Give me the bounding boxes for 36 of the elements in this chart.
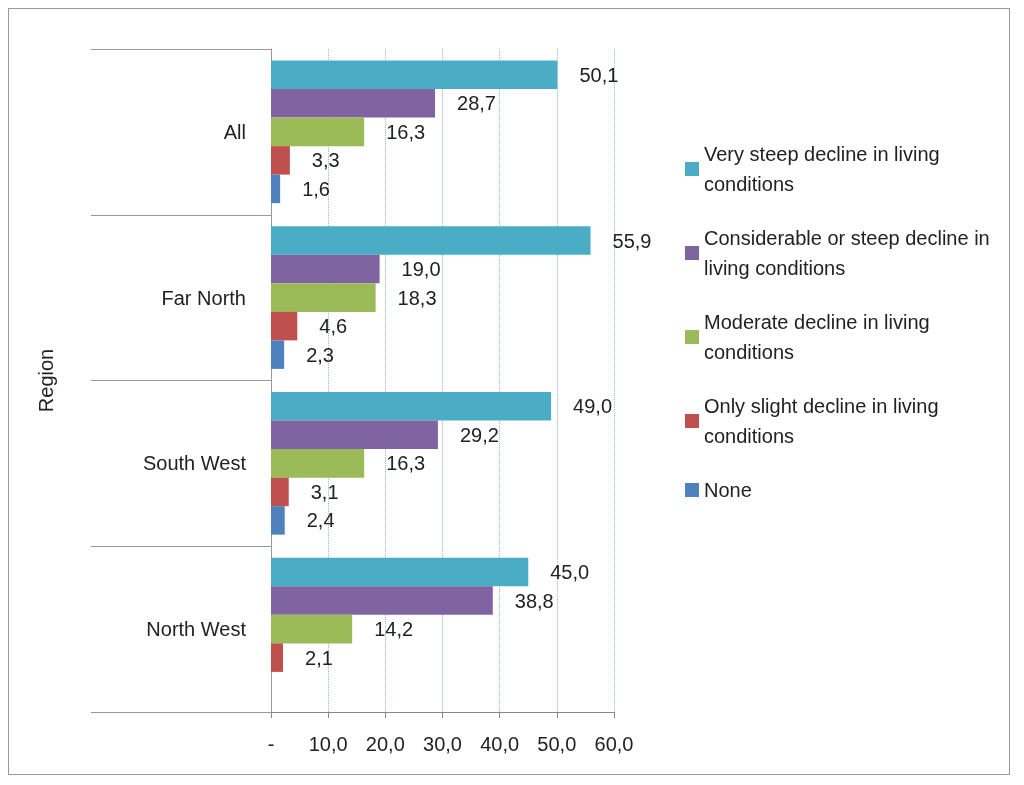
data-label: 50,1 bbox=[579, 63, 619, 86]
legend-label: Considerable or steep decline in living conditions bbox=[704, 227, 996, 279]
x-tick-label: 30,0 bbox=[423, 733, 462, 755]
data-label: 4,6 bbox=[319, 315, 348, 338]
y-tick-label: All bbox=[223, 120, 246, 143]
data-label: 19,0 bbox=[401, 258, 441, 281]
y-tick-label: Far North bbox=[161, 286, 246, 309]
data-label: 1,6 bbox=[302, 177, 330, 200]
data-label: 2,3 bbox=[306, 343, 334, 366]
data-label: 3,1 bbox=[310, 480, 339, 503]
x-tick-label: 60,0 bbox=[594, 733, 634, 755]
x-tick-label: 50,0 bbox=[537, 733, 577, 755]
x-tick-label: 40,0 bbox=[480, 733, 520, 755]
data-label: 18,3 bbox=[397, 286, 437, 309]
x-tick-label: 20,0 bbox=[365, 733, 405, 755]
data-label: 2,1 bbox=[305, 646, 333, 669]
data-label: 3,3 bbox=[311, 149, 340, 172]
legend-label: None bbox=[704, 479, 752, 501]
x-tick-label: 10,0 bbox=[308, 733, 348, 755]
data-label: 28,7 bbox=[457, 92, 497, 115]
data-label: 49,0 bbox=[573, 395, 613, 418]
y-axis-title: Region bbox=[35, 348, 57, 413]
y-tick-label: South West bbox=[142, 452, 247, 475]
data-label: 16,3 bbox=[386, 452, 426, 475]
data-label: 2,4 bbox=[306, 509, 335, 532]
data-label: 16,3 bbox=[386, 120, 426, 143]
legend-label: Only slight decline in living conditions bbox=[704, 395, 945, 447]
data-label: 45,0 bbox=[550, 561, 590, 584]
data-label: 29,2 bbox=[459, 423, 499, 446]
legend-label: Moderate decline in living conditions bbox=[704, 311, 936, 363]
data-label: 38,8 bbox=[514, 589, 554, 612]
x-tick-label: - bbox=[267, 733, 275, 755]
data-label: 14,2 bbox=[374, 618, 414, 641]
data-label: 55,9 bbox=[612, 229, 652, 252]
y-tick-label: North West bbox=[146, 618, 247, 641]
legend-label: Very steep decline in living conditions bbox=[704, 143, 946, 195]
